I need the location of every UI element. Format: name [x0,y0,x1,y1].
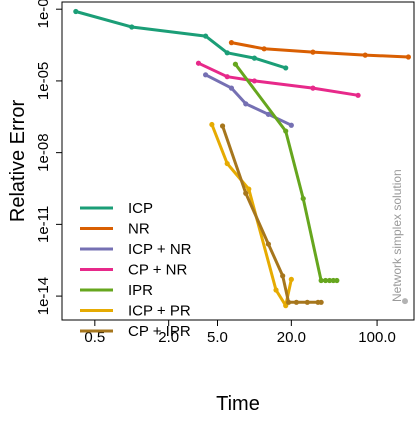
data-point-icp [73,8,79,15]
data-point-icp [129,24,135,30]
data-point-cp-ipr [265,241,271,247]
x-tick-label: 0.5 [84,329,105,346]
y-axis-title: Relative Error [7,100,29,223]
series-line-cp-nr [197,61,360,97]
series-line-icp-pr [210,123,293,308]
side-note-label: Network simplex solution [390,169,404,302]
y-tick-label: 1e-14 [35,277,52,315]
legend-label: NR [128,221,150,238]
data-point-nr [228,40,235,46]
x-tick-label: 100.0 [358,329,396,346]
legend-label: IPR [128,282,153,299]
data-point-ipr [326,277,333,284]
data-point-nr [362,52,368,58]
series-line-icp [74,10,288,70]
x-axis-title: Time [216,393,260,415]
series-layer [73,8,411,309]
data-point-icp-nr [203,72,209,78]
series-line-nr [230,41,410,59]
data-point-ipr [318,277,324,284]
data-point-cp-ipr [318,299,324,305]
data-point-icp [251,55,258,61]
x-tick-label: 2.0 [158,329,179,346]
data-point-cp-nr [195,60,202,66]
data-point-icp [283,65,289,71]
x-tick-label: 20.0 [277,329,306,346]
side-note-marker [402,298,408,305]
data-point-ipr [300,195,306,202]
y-tick-label: 1e-11 [35,206,52,243]
data-point-icp-nr [265,111,271,117]
data-point-icp [224,50,230,56]
data-point-ipr [334,277,340,284]
data-point-cp-ipr [219,123,226,129]
data-point-icp-pr [209,121,215,128]
legend: ICP NR ICP + NR CP + NR IPR ICP + PR CP + IPR [80,200,192,340]
data-point-icp-pr [246,186,252,192]
x-tick-label: 5.0 [207,329,228,346]
data-point-icp-pr [224,160,230,167]
y-tick-label: 1e-08 [35,133,52,171]
data-point-cp-ipr [243,190,249,196]
data-point-icp-nr [288,122,294,128]
data-point-nr [261,46,267,52]
data-point-icp-pr [273,287,279,293]
plot-frame [61,1,415,321]
data-point-nr [310,49,316,55]
data-point-cp-ipr [293,299,300,305]
y-tick-label: 1e-05 [35,62,52,100]
data-point-nr [405,54,411,60]
data-point-cp-ipr [286,299,292,305]
data-point-icp [203,33,209,39]
data-point-cp-nr [310,85,316,91]
y-tick-label: 1e-02 [35,0,52,28]
data-point-ipr [283,128,289,134]
data-point-icp-nr [243,101,249,107]
data-point-ipr [322,277,329,284]
legend-label: ICP + PR [128,303,191,320]
legend-label: CP + IPR [128,323,191,340]
data-point-cp-ipr [304,299,310,305]
data-point-icp-pr [288,276,294,282]
series-line-ipr [233,62,339,282]
legend-label: CP + NR [128,262,187,279]
data-point-cp-nr [355,92,361,98]
data-point-ipr [232,61,239,67]
data-point-cp-nr [251,78,258,84]
legend-label: ICP [128,200,153,217]
legend-label: ICP + NR [128,241,192,258]
data-point-cp-nr [224,74,230,80]
axes-layer: 0.5 2.0 5.0 20.0 100.0 1e-14 1e-11 1e-08 1e-05 1e… [35,0,396,346]
data-point-cp-ipr [280,273,286,279]
data-point-icp-nr [228,85,235,91]
